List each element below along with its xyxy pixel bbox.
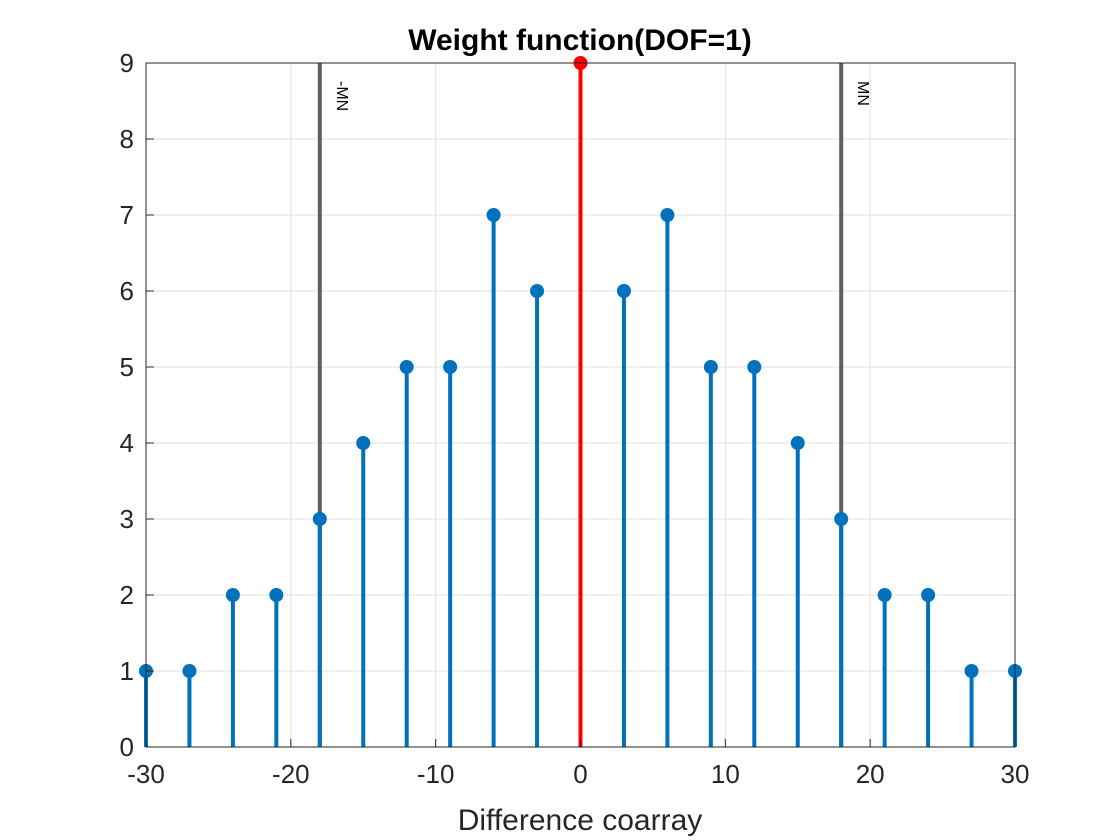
y-tick-label: 3: [120, 504, 134, 534]
x-axis-label: Difference coarray: [458, 804, 703, 837]
x-tick-label: 20: [856, 759, 885, 789]
y-tick-label: 8: [120, 124, 134, 154]
stem-marker: [312, 512, 327, 526]
stem-marker: [443, 360, 458, 374]
x-tick-label: 10: [711, 759, 740, 789]
stem-marker: [703, 360, 718, 374]
x-tick-label: -20: [272, 759, 310, 789]
stems: [139, 56, 1022, 747]
y-tick-label: 6: [120, 276, 134, 306]
y-tick-label: 9: [120, 48, 134, 78]
stem-marker: [747, 360, 762, 374]
y-tick-label: 7: [120, 200, 134, 230]
y-ticks: 0 1 2 3 4 5 6 7 8 9: [120, 48, 154, 762]
stem-marker: [486, 208, 501, 222]
y-tick-label: 4: [120, 428, 134, 458]
stem-marker: [660, 208, 675, 222]
stem-marker: [964, 664, 979, 678]
x-tick-label: -30: [127, 759, 165, 789]
stem-marker: [877, 588, 892, 602]
x-ticks: -30 -20 -10 0 10 20 30: [127, 739, 1029, 789]
y-tick-label: 0: [120, 732, 134, 762]
y-tick-label: 1: [120, 656, 134, 686]
stem-marker: [616, 284, 631, 298]
y-tick-label: 5: [120, 352, 134, 382]
x-tick-label: -10: [417, 759, 455, 789]
stem-marker: [225, 588, 240, 602]
stem-marker: [356, 436, 371, 450]
chart-title: Weight function(DOF=1): [408, 24, 752, 57]
reference-line-label: MN: [854, 81, 871, 106]
y-tick-label: 2: [120, 580, 134, 610]
stem-marker: [182, 664, 197, 678]
stem-marker: [921, 588, 936, 602]
stem-marker: [399, 360, 414, 374]
stem-marker: [269, 588, 284, 602]
x-tick-label: 0: [573, 759, 587, 789]
x-tick-label: 30: [1001, 759, 1030, 789]
stem-marker: [530, 284, 545, 298]
stem-marker: [790, 436, 805, 450]
stem-marker: [834, 512, 849, 526]
reference-line-label: -MN: [333, 81, 350, 111]
